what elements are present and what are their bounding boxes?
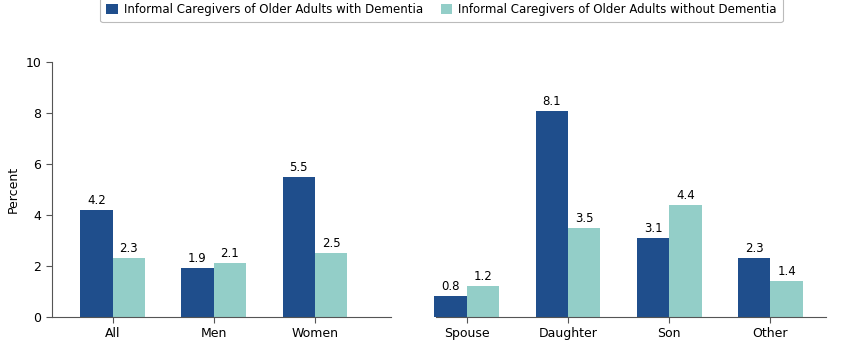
Text: 1.4: 1.4	[777, 265, 796, 278]
Bar	[637, 238, 669, 317]
Text: 3.5: 3.5	[575, 212, 593, 225]
Bar	[181, 268, 213, 317]
Text: 4.4: 4.4	[676, 189, 694, 202]
Text: 5.5: 5.5	[290, 161, 308, 174]
Bar	[467, 286, 499, 317]
Bar	[536, 111, 568, 317]
Text: 4.2: 4.2	[87, 194, 105, 207]
Bar	[568, 228, 600, 317]
Bar	[770, 281, 802, 317]
Text: 1.9: 1.9	[188, 252, 207, 265]
Bar	[112, 258, 144, 317]
Bar	[80, 210, 112, 317]
Text: 2.3: 2.3	[745, 242, 763, 255]
Text: 8.1: 8.1	[542, 95, 561, 108]
Text: 1.2: 1.2	[473, 270, 492, 283]
Bar	[315, 253, 348, 317]
Text: 3.1: 3.1	[643, 222, 662, 235]
Text: 2.5: 2.5	[322, 237, 341, 250]
Legend: Informal Caregivers of Older Adults with Dementia, Informal Caregivers of Older : Informal Caregivers of Older Adults with…	[100, 0, 783, 22]
Y-axis label: Percent: Percent	[7, 166, 20, 213]
Text: 0.8: 0.8	[441, 280, 460, 293]
Text: 2.1: 2.1	[220, 247, 240, 260]
Text: 2.3: 2.3	[119, 242, 138, 255]
Bar	[738, 258, 770, 317]
Bar	[434, 296, 467, 317]
Bar	[669, 205, 701, 317]
Bar	[213, 263, 246, 317]
Bar	[282, 177, 315, 317]
